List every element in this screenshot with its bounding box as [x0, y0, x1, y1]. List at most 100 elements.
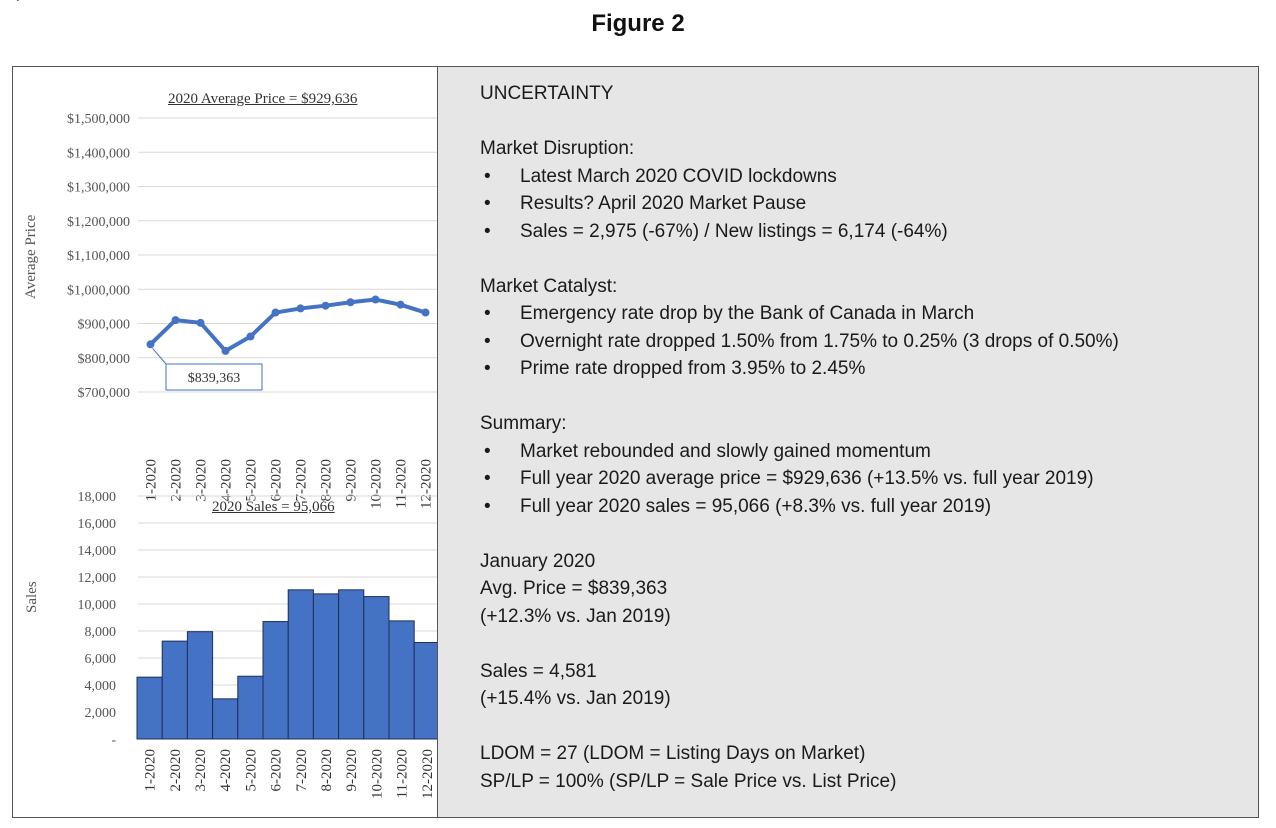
- january-price-change: (+12.3% vs. Jan 2019): [480, 605, 671, 627]
- y-tick-label: 2,000: [85, 706, 117, 721]
- splp-line: SP/LP = 100% (SP/LP = Sale Price vs. Lis…: [480, 770, 897, 792]
- sales-bar: [212, 698, 239, 740]
- summary-title: Summary:: [480, 413, 567, 434]
- x-tick-label: 5-2020: [244, 459, 260, 502]
- stray-mark: `: [14, 0, 20, 16]
- x-tick-label: 6-2020: [269, 749, 285, 792]
- price-point: [171, 316, 180, 325]
- y-tick-label: $1,000,000: [67, 283, 130, 298]
- x-tick-label: 3-2020: [193, 749, 209, 792]
- price-point: [271, 308, 280, 317]
- price-point: [346, 298, 355, 307]
- sales-bar: [262, 621, 289, 740]
- y-tick-label: 12,000: [78, 571, 117, 586]
- y-tick-label: -: [111, 733, 116, 748]
- list-item: • Full year 2020 sales = 95,066 (+8.3% vs…: [484, 495, 992, 517]
- y-tick-label: $1,400,000: [67, 146, 130, 161]
- x-tick-label: 9-2020: [344, 749, 360, 792]
- list-item: • Full year 2020 average price = $929,636…: [484, 468, 1094, 489]
- annotation-label: $839,363: [188, 371, 241, 386]
- sales-bar: [388, 620, 415, 740]
- sales-bar: [287, 589, 314, 740]
- x-tick-label: 10-2020: [369, 749, 385, 799]
- price-chart-title: 2020 Average Price = $929,636: [168, 91, 358, 107]
- price-point: [371, 295, 380, 304]
- heading: UNCERTAINTY: [480, 83, 614, 104]
- charts-panel: $1,500,000 $1,400,000 $1,300,000 $1,200,000…: [13, 67, 437, 817]
- y-tick-label: $1,200,000: [67, 215, 130, 230]
- x-tick-label: 9-2020: [344, 459, 360, 502]
- y-tick-label: 16,000: [78, 517, 117, 532]
- x-tick-label: 6-2020: [269, 459, 285, 502]
- price-point: [296, 304, 305, 313]
- x-tick-label: 12-2020: [419, 459, 435, 509]
- y-tick-label: $1,100,000: [67, 249, 130, 264]
- sales-bar: [312, 593, 340, 740]
- january-price: Avg. Price = $839,363: [480, 578, 668, 599]
- sales-bar: [413, 641, 437, 740]
- sales-bar: [237, 675, 264, 740]
- annotation-leader: [152, 347, 167, 365]
- x-tick-label: 2-2020: [168, 749, 184, 792]
- figure-title: Figure 2: [591, 10, 685, 37]
- january-sales: Sales = 4,581: [480, 660, 597, 682]
- charts-svg: $1,500,000 $1,400,000 $1,300,000 $1,200,000…: [67, 112, 437, 799]
- y-tick-label: 4,000: [85, 679, 117, 694]
- y-tick-label: $800,000: [78, 352, 131, 367]
- x-tick-label: 4-2020: [218, 749, 234, 792]
- y-tick-label: $700,000: [78, 386, 131, 401]
- price-point: [221, 346, 230, 355]
- price-point: [196, 318, 205, 327]
- x-tick-label: 7-2020: [294, 749, 310, 792]
- disruption-title: Market Disruption:: [480, 138, 635, 159]
- catalyst-title: Market Catalyst:: [480, 275, 618, 297]
- x-tick-label: 2-2020: [169, 459, 185, 502]
- x-tick-label: 4-2020: [219, 459, 235, 502]
- list-item: • Latest March 2020 COVID lockdowns: [484, 165, 837, 187]
- figure-frame: [12, 66, 1259, 818]
- x-tick-label: 7-2020: [294, 459, 310, 502]
- x-tick-label: 1-2020: [143, 749, 159, 792]
- sales-bar: [136, 676, 163, 740]
- price-chart: $1,500,000 $1,400,000 $1,300,000 $1,200,000…: [67, 112, 437, 509]
- x-tick-label: 11-2020: [394, 459, 410, 508]
- list-item: • Prime rate dropped from 3.95% to 2.45%: [484, 358, 866, 379]
- price-series-line: [149, 297, 427, 353]
- x-tick-label: 8-2020: [319, 459, 335, 502]
- x-tick-label: 5-2020: [243, 749, 259, 792]
- sales-bar: [363, 596, 390, 740]
- sales-chart: 18,000 16,000 14,000 12,000 10,000 8,000 6,000…: [78, 490, 437, 799]
- ldom-line: LDOM = 27 (LDOM = Listing Days on Market…: [480, 743, 866, 764]
- price-axis-title: Average Price: [23, 214, 39, 299]
- y-tick-label: $1,300,000: [67, 181, 130, 196]
- y-tick-label: $900,000: [78, 318, 131, 333]
- price-point: [421, 308, 430, 317]
- x-tick-label: 1-2020: [144, 459, 160, 502]
- y-tick-label: 18,000: [78, 490, 117, 505]
- x-tick-label: 12-2020: [420, 749, 436, 799]
- text-block: UNCERTAINTY Market Disruption: • Latest M…: [480, 80, 1119, 795]
- price-point: [146, 340, 155, 349]
- x-tick-label: 11-2020: [395, 749, 411, 798]
- y-tick-label: 10,000: [78, 598, 117, 613]
- sales-bar: [161, 640, 188, 740]
- list-item: • Market rebounded and slowly gained mome…: [484, 440, 931, 462]
- sales-bar: [186, 631, 214, 740]
- x-tick-label: 10-2020: [369, 459, 385, 509]
- price-point: [396, 300, 405, 309]
- sales-bar: [338, 589, 365, 740]
- sales-axis-title: Sales: [24, 581, 40, 613]
- panel-divider: [437, 67, 438, 817]
- annotation-box: [165, 363, 263, 391]
- x-tick-label: 8-2020: [319, 749, 335, 792]
- price-point: [246, 332, 255, 341]
- y-tick-label: 6,000: [85, 652, 117, 667]
- text-panel: UNCERTAINTY Market Disruption: • Latest M…: [438, 67, 1258, 817]
- january-heading: January 2020: [480, 550, 596, 572]
- list-item: • Sales = 2,975 (-67%) / New listings = 6…: [484, 220, 948, 242]
- january-sales-change: (+15.4% vs. Jan 2019): [480, 688, 671, 709]
- list-item: • Emergency rate drop by the Bank of Cana…: [484, 303, 975, 324]
- x-tick-label: 3-2020: [194, 459, 210, 502]
- sales-chart-title: 2020 Sales = 95,066: [212, 499, 335, 515]
- y-tick-label: 14,000: [78, 544, 117, 559]
